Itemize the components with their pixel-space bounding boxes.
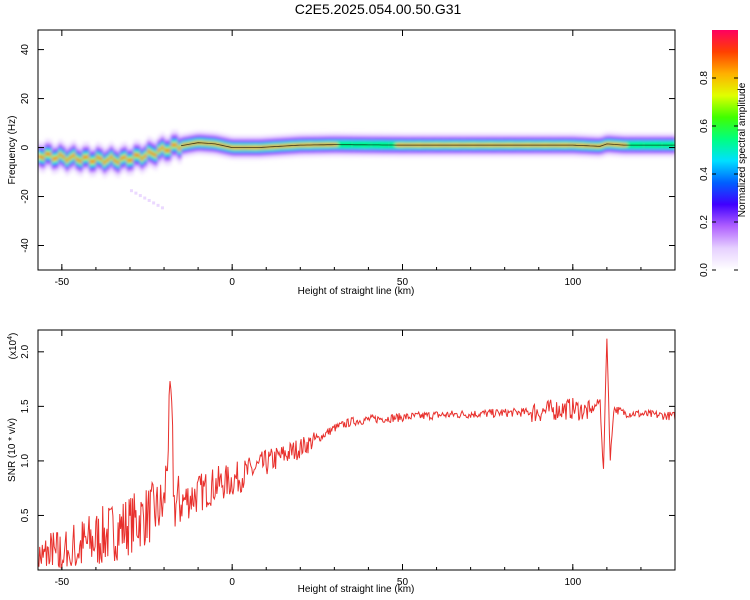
- spectrogram-cell: [41, 156, 46, 160]
- spectrogram-speckle: [134, 191, 138, 195]
- snr-y-tick-label: 1.5: [20, 399, 31, 413]
- spectrogram-cell: [78, 159, 83, 163]
- spectrogram-y-tick-label: 40: [20, 44, 31, 56]
- spectrogram-cell: [51, 157, 56, 161]
- snr-x-tick-label: 100: [564, 577, 581, 588]
- spectrogram-cell: [147, 150, 152, 153]
- spectrogram-cell: [82, 155, 87, 159]
- spectrogram-x-tick-label: 50: [397, 277, 409, 288]
- spectrogram-x-tick-label: 0: [229, 277, 235, 288]
- spectrogram-x-tick-label: 100: [564, 277, 581, 288]
- colorbar-tick-label: 0.0: [699, 263, 710, 277]
- spectrogram-axes: -50 0 50 100 -40 -20 0 20 40: [20, 30, 676, 288]
- spectrogram-speckle: [152, 201, 156, 205]
- snr-axes: -50 0 50 100 0.5 1.0 1.5 2.0: [20, 330, 676, 588]
- spectrogram-speckle: [160, 206, 164, 210]
- spectrogram-cell: [102, 161, 107, 165]
- spectrogram-cell: [61, 155, 66, 159]
- spectrogram-y-tick-label: -40: [20, 238, 31, 253]
- spectrogram-cell: [75, 158, 80, 161]
- spectrogram-cell: [85, 155, 90, 159]
- spectrogram-cell: [92, 159, 97, 163]
- spectrogram-cell: [140, 157, 145, 161]
- spectrogram-cell: [109, 155, 114, 159]
- spectrogram-cell: [68, 156, 73, 160]
- snr-series-line: [37, 338, 676, 569]
- colorbar-tick-label: 0.6: [699, 119, 710, 133]
- colorbar-ticks: 0.0 0.2 0.4 0.6 0.8: [699, 71, 738, 277]
- colorbar-tick-label: 0.4: [699, 167, 710, 181]
- spectrogram-cell: [170, 143, 175, 147]
- spectrogram-cell: [174, 143, 179, 147]
- snr-x-tick-label: 50: [397, 577, 409, 588]
- colorbar-label: Normalized spectral amplitude: [737, 82, 748, 217]
- spectrogram-cell: [150, 152, 155, 155]
- spectrogram-cell: [58, 152, 63, 156]
- spectrogram-cell: [55, 156, 60, 160]
- spectrogram-cell: [106, 158, 111, 162]
- colorbar: 0.0 0.2 0.4 0.6 0.8 Normalized spectral ampl…: [699, 30, 748, 277]
- spectrogram-frame: [37, 29, 676, 271]
- spectrogram-speckle: [138, 194, 142, 198]
- spectrogram-x-axis-label: Height of straight line (km): [298, 286, 415, 297]
- spectrogram-cell: [164, 149, 169, 153]
- spectrogram-cell: [99, 157, 104, 161]
- spectrogram-cell: [95, 155, 100, 159]
- spectrogram-cell: [44, 152, 49, 156]
- spectrogram-cell: [153, 153, 158, 157]
- spectrogram-cell: [116, 161, 121, 164]
- snr-y-tick-label: 0.5: [20, 508, 31, 522]
- spectrogram-cell: [157, 148, 162, 152]
- spectrogram-cell: [136, 153, 141, 157]
- snr-x-axis-label: Height of straight line (km): [298, 584, 415, 595]
- spectrogram-cell: [133, 153, 138, 157]
- spectrogram-cell: [126, 159, 131, 163]
- spectrogram-cell: [167, 148, 172, 152]
- snr-y-tick-label: 2.0: [20, 344, 31, 358]
- spectrogram-cell: [48, 152, 53, 156]
- spectrogram-panel: -50 0 50 100 -40 -20 0 20 40 Height of straight …: [7, 29, 676, 297]
- spectrogram-trace: [181, 142, 675, 148]
- spectrogram-cell: [123, 155, 128, 159]
- snr-multiplier-label: (x104): [7, 333, 19, 360]
- spectrogram-cell: [38, 155, 43, 158]
- snr-frame: [37, 329, 676, 571]
- spectrogram-cell: [129, 158, 134, 162]
- spectrogram-heatmap: [38, 129, 675, 210]
- chart-title: C2E5.2025.054.00.50.G31: [295, 1, 462, 17]
- spectrogram-cell: [119, 157, 124, 160]
- colorbar-tick-label: 0.8: [699, 71, 710, 85]
- snr-panel: -50 0 50 100 0.5 1.0 1.5 2.0 Height of straight…: [7, 329, 676, 595]
- snr-x-tick-label: 0: [229, 577, 235, 588]
- spectrogram-cell: [65, 159, 70, 163]
- spectrogram-y-tick-label: -20: [20, 189, 31, 204]
- spectrogram-y-tick-label: 0: [20, 144, 31, 150]
- colorbar-gradient: [712, 30, 738, 270]
- spectrogram-speckle: [147, 198, 151, 202]
- spectrogram-cell: [72, 153, 77, 157]
- spectrogram-cell: [143, 154, 148, 158]
- spectrogram-cell: [177, 147, 182, 150]
- snr-y-axis-label: SNR (10 * v/v): [7, 418, 18, 482]
- spectrogram-cell: [112, 158, 117, 162]
- spectrogram-speckle: [129, 189, 133, 193]
- snr-x-tick-label: -50: [55, 577, 70, 588]
- spectrogram-y-tick-label: 20: [20, 93, 31, 105]
- snr-y-tick-label: 1.0: [20, 454, 31, 468]
- spectrogram-y-axis-label: Frequency (Hz): [7, 116, 18, 185]
- spectrogram-speckle: [143, 196, 147, 200]
- spectrogram-x-tick-label: -50: [55, 277, 70, 288]
- spectrogram-speckle: [156, 203, 160, 207]
- spectrogram-cell: [160, 146, 165, 149]
- colorbar-tick-label: 0.2: [699, 215, 710, 229]
- spectrogram-cell: [89, 160, 94, 164]
